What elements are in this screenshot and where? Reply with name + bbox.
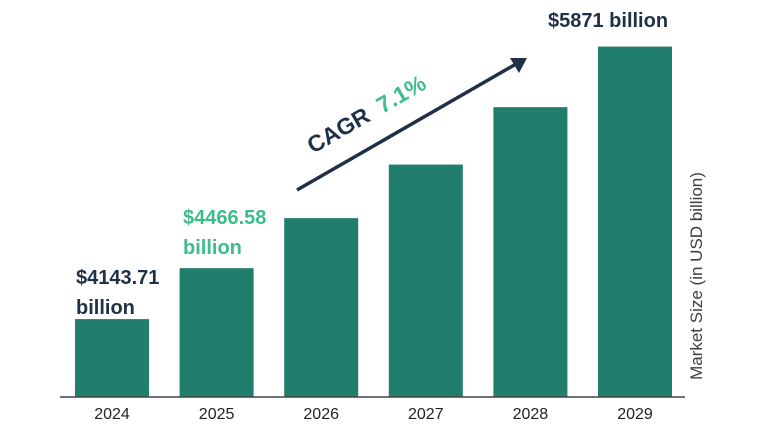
x-tick-2028: 2028 [513, 406, 549, 423]
bar-2028 [493, 107, 568, 397]
cagr-label: CAGR 7.1% [303, 70, 431, 159]
bars-group [75, 46, 672, 397]
data-label-2024: $4143.71 billion [76, 263, 159, 323]
bar-2024 [75, 319, 149, 397]
data-label-2024-value: $4143.71 [76, 267, 160, 289]
bar-2025 [179, 268, 254, 397]
data-label-2024-unit: billion [76, 297, 135, 319]
x-tick-2026: 2026 [303, 406, 339, 423]
data-label-2025-unit: billion [183, 237, 242, 259]
x-tick-2024: 2024 [94, 406, 130, 423]
x-tick-2027: 2027 [408, 406, 444, 423]
data-label-2025: $4466.58 billion [183, 203, 266, 263]
cagr-value: 7.1% [372, 70, 430, 119]
x-tick-2025: 2025 [199, 406, 235, 423]
bar-2027 [388, 164, 463, 397]
bar-2026 [284, 218, 359, 397]
bar-2029 [598, 46, 672, 397]
data-label-2025-value: $4466.58 [183, 207, 267, 229]
x-tick-labels: 2024 2025 2026 2027 2028 2029 [94, 406, 653, 423]
y-axis-label: Market Size (in USD billion) [687, 172, 706, 380]
cagr-arrow [296, 58, 527, 192]
data-label-2029: $5871 billion [548, 10, 669, 32]
x-tick-2029: 2029 [617, 406, 653, 423]
